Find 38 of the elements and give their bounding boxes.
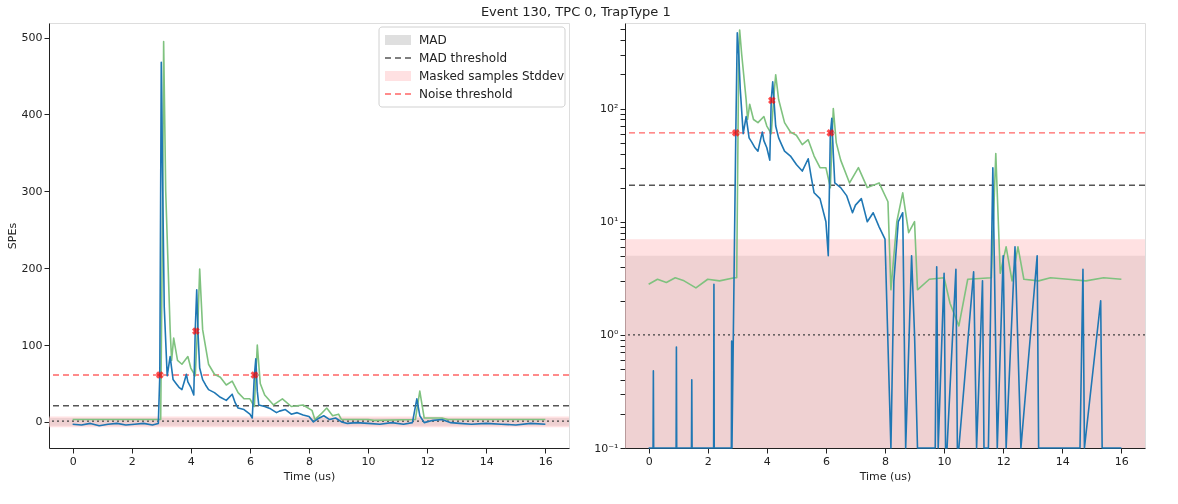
legend-label: Noise threshold: [419, 87, 513, 101]
x-tick-label: 6: [822, 454, 830, 468]
legend-label: MAD: [419, 33, 447, 47]
y-tick-label: 10¹: [600, 215, 619, 229]
x-tick-label: 12: [420, 454, 435, 468]
x-tick-label: 14: [1055, 454, 1070, 468]
y-tick-label: 0: [35, 415, 43, 429]
y-tick-label: 300: [21, 184, 43, 198]
x-tick-label: 0: [69, 454, 77, 468]
x-tick-label: 4: [763, 454, 771, 468]
x-tick-label: 8: [882, 454, 889, 468]
y-tick-label: 100: [21, 338, 43, 352]
x-tick-label: 14: [479, 454, 494, 468]
chart-title: Event 130, TPC 0, TrapType 1: [480, 3, 671, 19]
x-tick-label: 4: [187, 454, 195, 468]
y-tick-label: 10⁻¹: [594, 441, 619, 455]
x-tick-label: 2: [704, 454, 712, 468]
x-tick-label: 6: [246, 454, 254, 468]
x-tick-label: 8: [306, 454, 313, 468]
legend-label: MAD threshold: [419, 51, 508, 65]
y-tick-label: 10²: [600, 102, 619, 116]
line-series: [647, 29, 1123, 327]
legend-label: Masked samples Stddev: [419, 69, 565, 83]
x-axis-title: Time (us): [282, 469, 336, 483]
y-tick-label: 500: [21, 31, 43, 45]
y-tick-label: 400: [21, 107, 43, 121]
y-tick-label: 200: [21, 261, 43, 275]
line-series: [647, 31, 1123, 449]
y-tick-label: 10⁰: [600, 328, 620, 342]
x-tick-label: 16: [538, 454, 553, 468]
x-tick-label: 0: [645, 454, 653, 468]
x-tick-label: 10: [361, 454, 376, 468]
x-tick-label: 10: [937, 454, 952, 468]
x-tick-label: 2: [128, 454, 136, 468]
x-axis-title: Time (us): [858, 469, 912, 483]
x-tick-label: 16: [1114, 454, 1129, 468]
x-tick-label: 12: [996, 454, 1011, 468]
y-axis-title: SPEs: [5, 222, 19, 250]
